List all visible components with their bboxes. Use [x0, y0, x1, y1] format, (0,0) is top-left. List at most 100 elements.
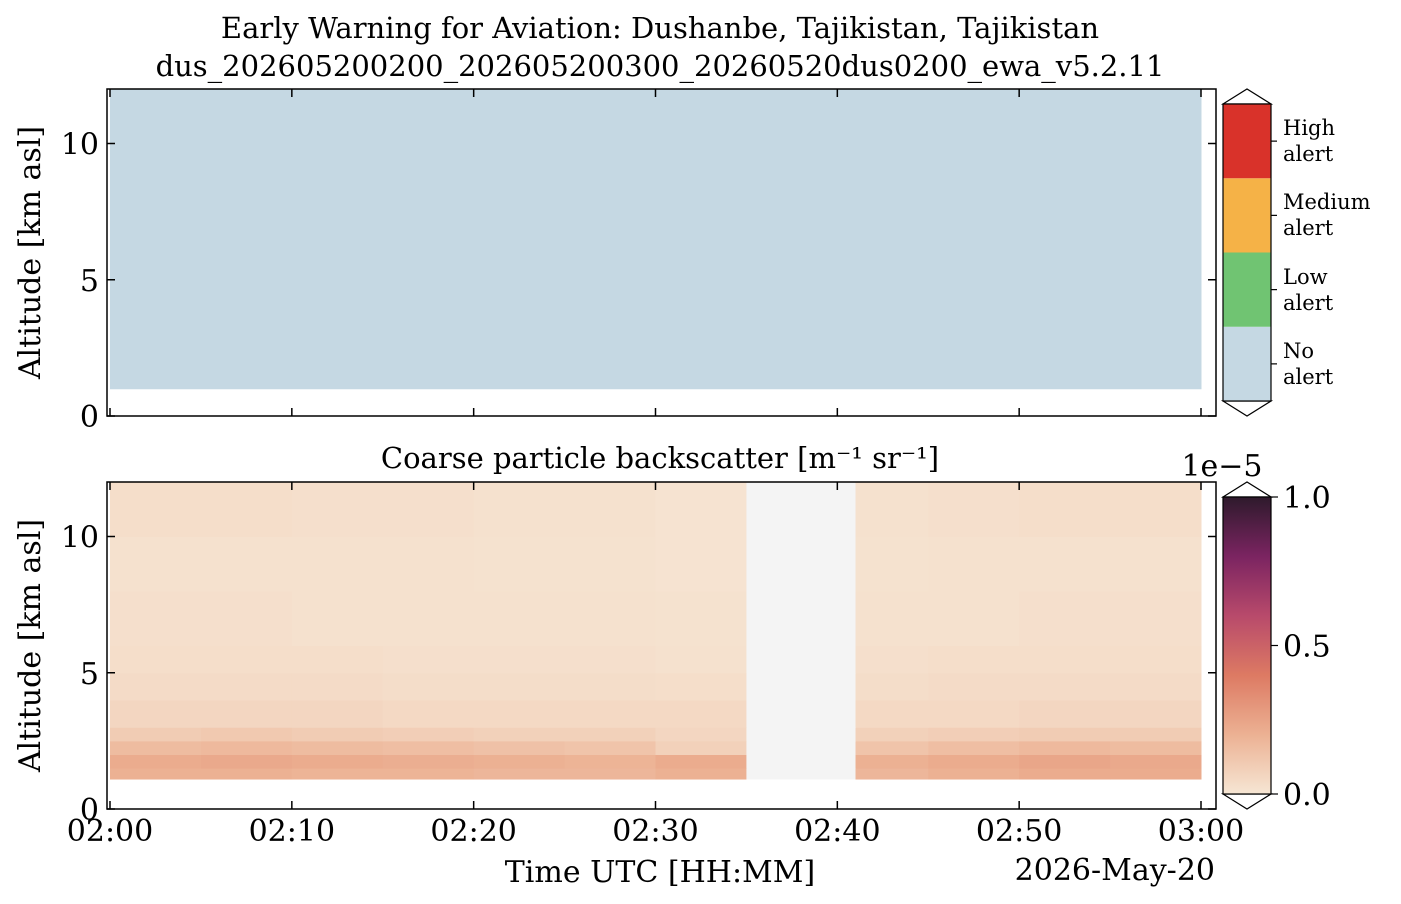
heatmap-cell	[291, 754, 384, 769]
colorbar-tick-label: 0.5	[1283, 630, 1331, 665]
heatmap-cell	[855, 754, 929, 769]
chart-title: Early Warning for Aviation: Dushanbe, Ta…	[221, 11, 1099, 45]
heatmap-cell	[473, 768, 566, 780]
heatmap-cell	[110, 89, 1202, 390]
heatmap-cell	[200, 740, 293, 755]
heatmap-cell	[110, 700, 202, 728]
heatmap-cell	[655, 536, 747, 592]
heatmap-cell	[473, 536, 566, 592]
y-tick-label: 5	[80, 657, 99, 692]
heatmap-cell	[746, 768, 857, 780]
heatmap-cell	[564, 672, 656, 701]
heatmap-cell	[473, 740, 566, 755]
heatmap-cell	[855, 645, 929, 674]
y-tick-label: 0	[80, 400, 99, 435]
heatmap-cell	[655, 727, 747, 742]
colorbar-frame	[1222, 496, 1272, 795]
date-label: 2026-May-20	[1015, 853, 1215, 888]
heatmap-cell	[382, 482, 475, 537]
heatmap-cell	[855, 740, 929, 755]
y-tick-label: 10	[61, 128, 99, 163]
colorbar-label: Medium alert	[1283, 190, 1371, 241]
heatmap-cell	[200, 727, 293, 742]
heatmap-cell	[855, 591, 929, 646]
colorbar-tick-label: 1.0	[1283, 481, 1331, 516]
heatmap-cell	[1019, 482, 1111, 537]
heatmap-cell	[473, 591, 566, 646]
heatmap-cell	[564, 768, 656, 780]
y-tick-label: 5	[80, 264, 99, 299]
plot-area	[110, 482, 1202, 780]
heatmap-cell	[382, 645, 475, 674]
x-tick-label: 02:00	[67, 814, 153, 849]
heatmap-cell	[655, 591, 747, 646]
axes-frame	[106, 481, 1217, 810]
x-tick-label: 03:00	[1158, 814, 1244, 849]
heatmap-cell	[110, 482, 202, 537]
heatmap-cell	[1110, 754, 1202, 769]
x-axis-label: Time UTC [HH:MM]	[505, 855, 815, 890]
heatmap-cell	[1019, 645, 1111, 674]
colorbar-extend	[1220, 400, 1274, 417]
colorbar-segment	[1223, 178, 1271, 253]
heatmap-cell	[110, 740, 202, 755]
heatmap-cell	[564, 591, 656, 646]
heatmap-cell	[928, 754, 1020, 769]
heatmap-cell	[855, 672, 929, 701]
heatmap-cell	[473, 672, 566, 701]
heatmap-cell	[473, 645, 566, 674]
heatmap-cell	[1110, 482, 1202, 537]
heatmap-cell	[382, 536, 475, 592]
heatmap-cell	[291, 740, 384, 755]
heatmap-cell	[655, 672, 747, 701]
heatmap-cell	[928, 645, 1020, 674]
colorbar-segment	[1223, 326, 1271, 401]
heatmap-cell	[928, 768, 1020, 780]
chart-title: Coarse particle backscatter [m⁻¹ sr⁻¹]	[381, 441, 939, 475]
heatmap-cell	[655, 482, 747, 537]
heatmap-cell	[110, 536, 202, 592]
x-tick-label: 02:30	[612, 814, 698, 849]
heatmap-cell	[655, 645, 747, 674]
heatmap-cell	[746, 482, 857, 537]
chart-subtitle: dus_202605200200_202605200300_20260520du…	[156, 49, 1165, 84]
heatmap-cell	[1019, 700, 1111, 728]
heatmap-cell	[564, 727, 656, 742]
heatmap-cell	[1110, 768, 1202, 780]
colorbar-offset: 1e−5	[1181, 449, 1262, 484]
colorbar-extend	[1220, 793, 1274, 810]
heatmap-cell	[655, 700, 747, 728]
heatmap-cell	[473, 700, 566, 728]
colorbar-label: High alert	[1283, 116, 1335, 167]
heatmap-cell	[1110, 727, 1202, 742]
x-tick-label: 02:40	[794, 814, 880, 849]
heatmap-cell	[291, 700, 384, 728]
heatmap-cell	[291, 536, 384, 592]
heatmap-cell	[382, 591, 475, 646]
heatmap-cell	[291, 482, 384, 537]
heatmap-cell	[928, 727, 1020, 742]
colorbar-gradient	[1223, 497, 1271, 794]
heatmap-cell	[200, 645, 293, 674]
heatmap-cell	[291, 591, 384, 646]
heatmap-cell	[746, 727, 857, 742]
heatmap-cell	[110, 672, 202, 701]
heatmap-cell	[855, 768, 929, 780]
heatmap-cell	[473, 482, 566, 537]
heatmap-cell	[855, 700, 929, 728]
heatmap-cell	[746, 672, 857, 701]
heatmap-cell	[746, 536, 857, 592]
heatmap-cell	[564, 536, 656, 592]
heatmap-cell	[200, 768, 293, 780]
heatmap-cell	[473, 727, 566, 742]
heatmap-cell	[928, 482, 1020, 537]
heatmap-cell	[746, 700, 857, 728]
heatmap-cell	[928, 700, 1020, 728]
colorbar-extend	[1220, 88, 1274, 105]
heatmap-cell	[746, 645, 857, 674]
y-tick-label: 10	[61, 521, 99, 556]
heatmap-cell	[110, 768, 202, 780]
heatmap-cell	[1110, 591, 1202, 646]
